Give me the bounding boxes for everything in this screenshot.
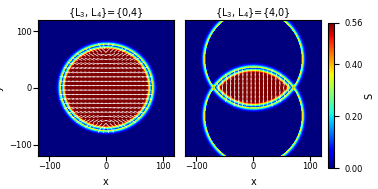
Y-axis label: S: S bbox=[364, 92, 374, 98]
X-axis label: x: x bbox=[250, 177, 256, 187]
Title: {L$_3$, L$_4$}={0,4}: {L$_3$, L$_4$}={0,4} bbox=[68, 6, 144, 20]
X-axis label: x: x bbox=[103, 177, 109, 187]
Title: {L$_3$, L$_4$}={4,0}: {L$_3$, L$_4$}={4,0} bbox=[215, 6, 291, 20]
Y-axis label: y: y bbox=[0, 85, 3, 91]
